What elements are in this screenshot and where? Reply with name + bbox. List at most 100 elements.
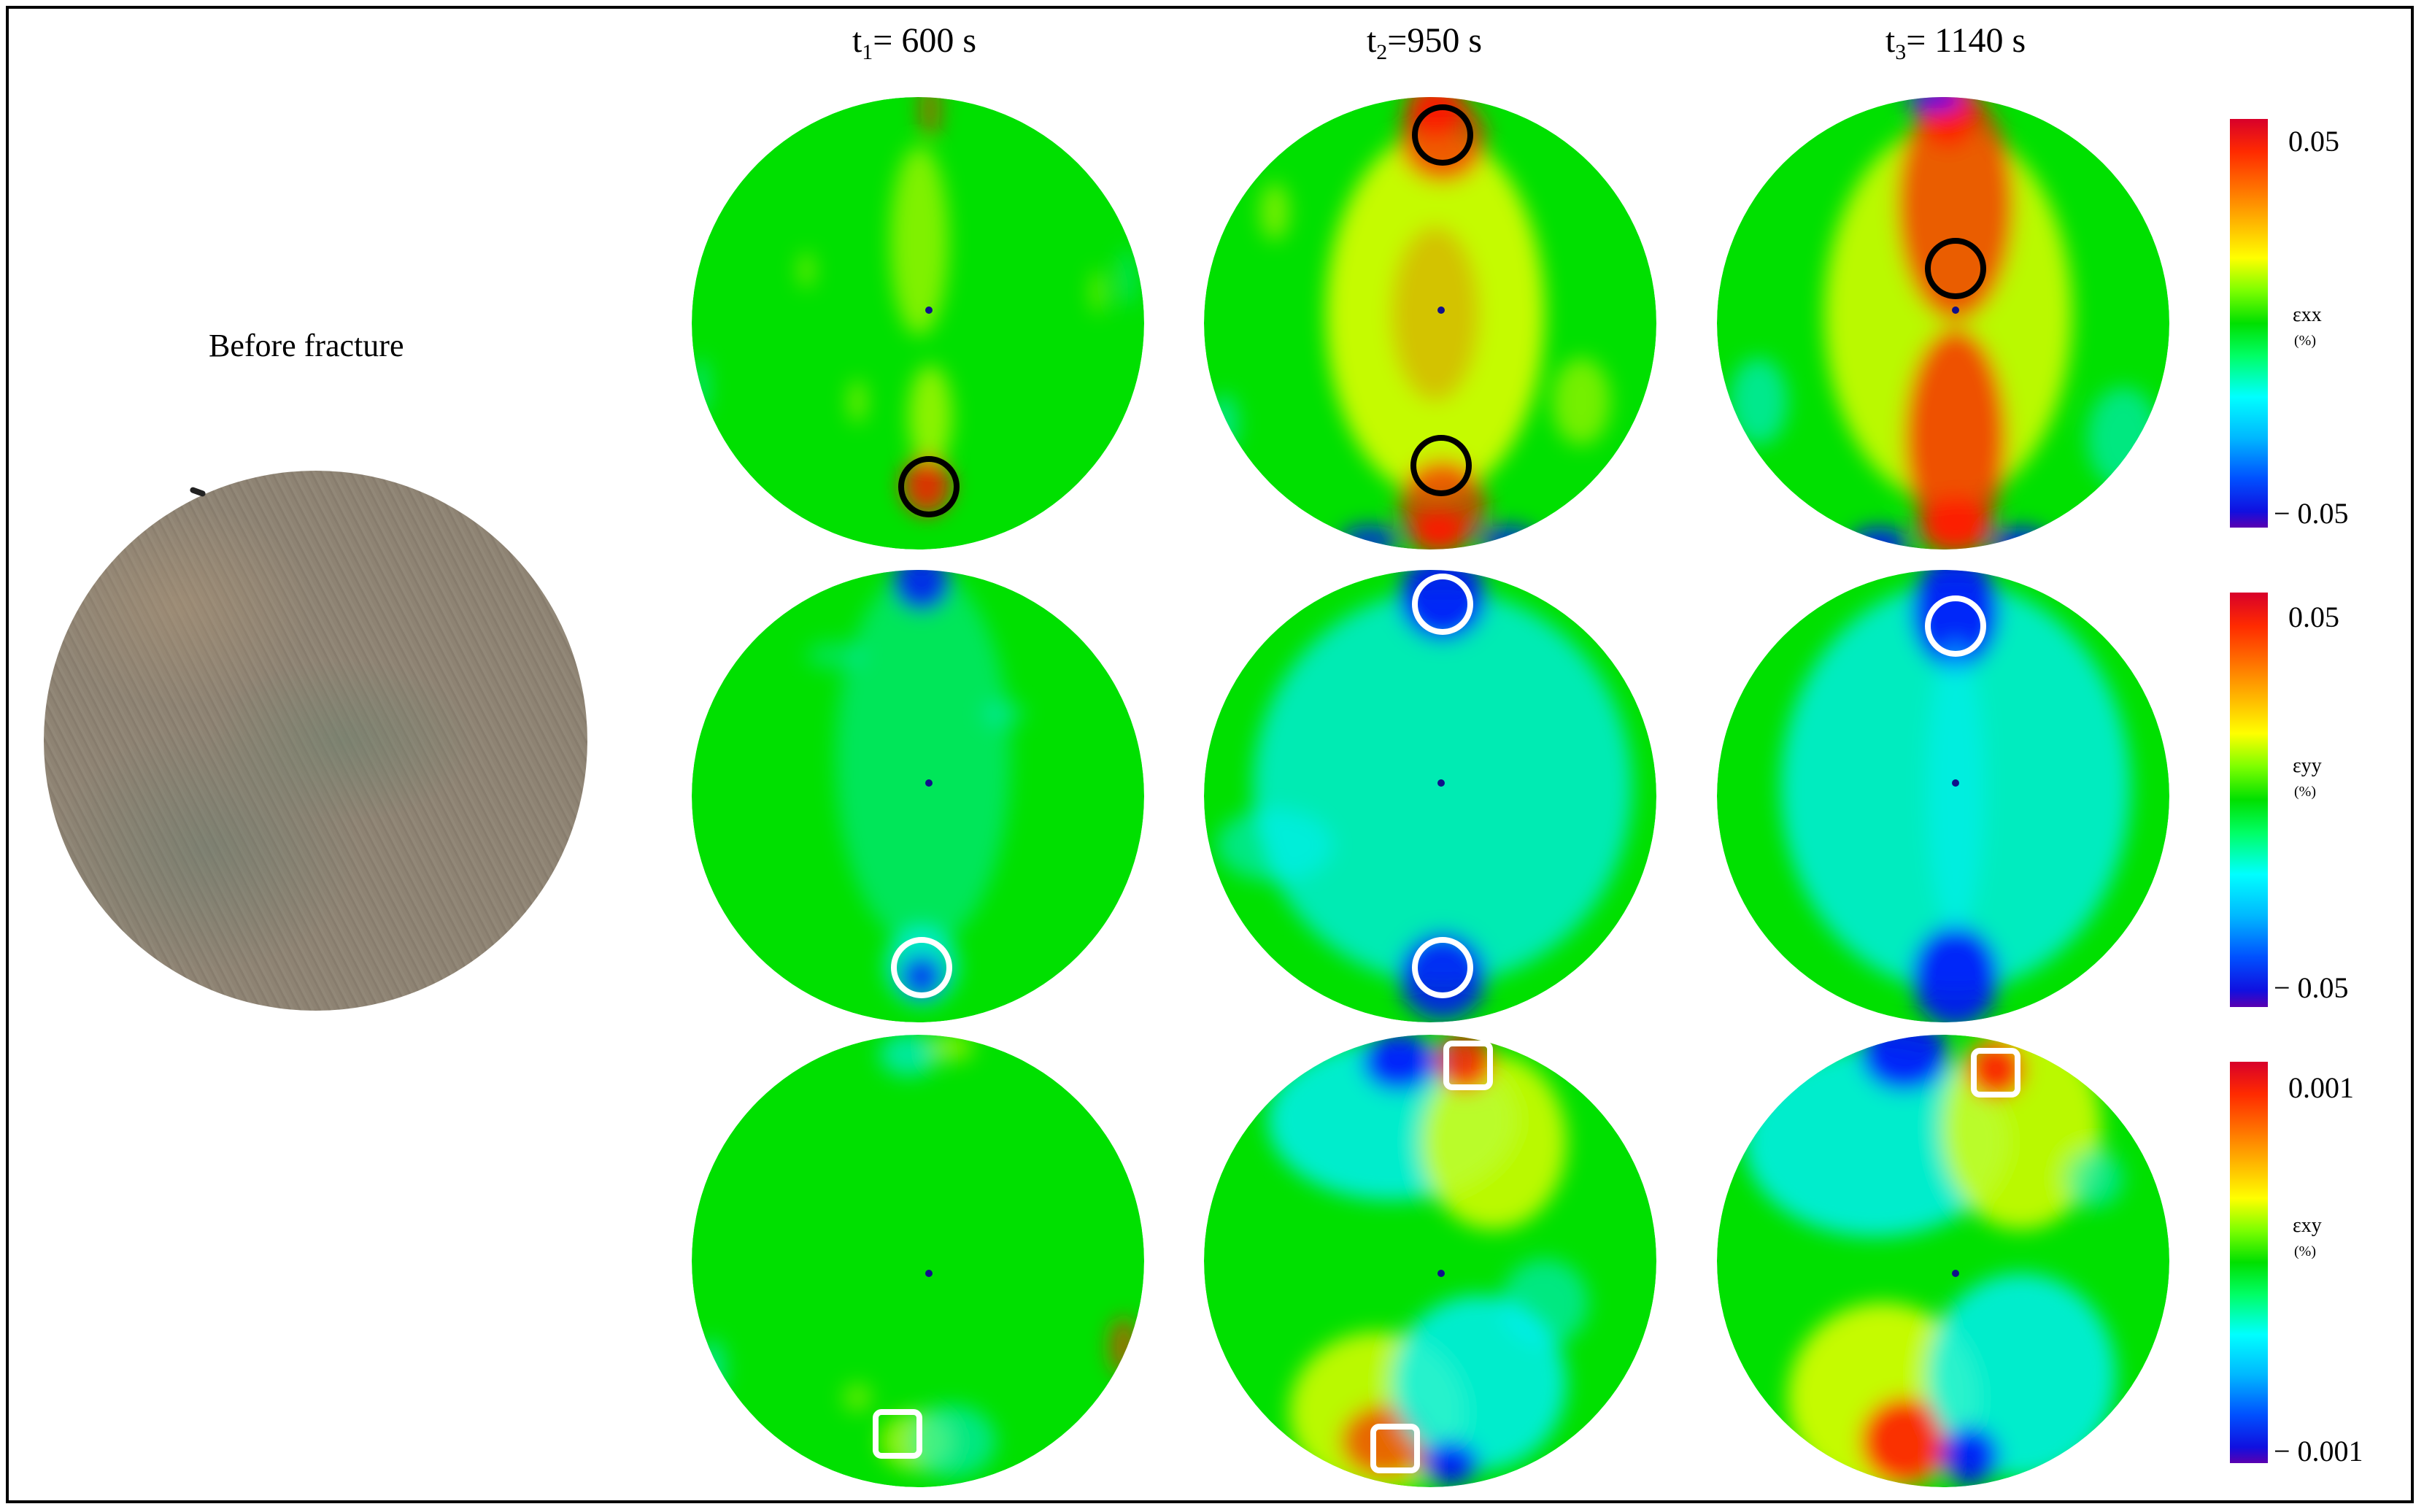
strain-blob [890,146,949,336]
strain-blob [930,1035,974,1062]
strain-blob [1912,925,1999,1022]
colorbar-exx-min: − 0.05 [2274,497,2349,530]
strain-blob [1501,1259,1589,1346]
strain-blob [920,97,941,139]
strain-field-svg [1204,97,1656,549]
colorbar-exy-unit: (%) [2294,1243,2316,1260]
strain-blob [835,570,1011,947]
strain-blob [1552,358,1610,445]
strain-blob [1216,809,1333,882]
highlight-marker [891,937,952,998]
strain-blob [902,456,952,514]
strain-blob [1392,226,1479,401]
colorbar-eyy-min: − 0.05 [2274,971,2349,1004]
figure-frame [6,6,2414,1503]
column-header-t3: t3= 1140 s [1885,21,2026,64]
colorbar-exx-symbol: εxx [2293,304,2322,326]
column-header-t1: t1= 600 s [852,21,977,64]
highlight-marker [1925,238,1986,299]
strain-blob [697,1339,726,1397]
center-dot [1437,1270,1445,1277]
strain-blob [1410,511,1468,549]
strain-blob [1260,182,1289,241]
center-dot [925,779,933,787]
strain-field-svg [692,97,1144,549]
strain-field-svg [1204,570,1656,1022]
center-dot [1437,779,1445,787]
center-dot [925,1270,933,1277]
highlight-marker [1370,1424,1420,1473]
strain-field-background [692,1035,1144,1487]
strain-blob [1919,496,1992,549]
strain-blob [1744,1047,2007,1237]
strain-blob [1362,1035,1435,1091]
colorbar-exx [2230,119,2268,528]
strain-blob [1209,394,1238,452]
colorbar-eyy-unit: (%) [2294,784,2316,800]
strain-blob [1091,270,1105,314]
highlight-marker [898,456,960,517]
colorbar-eyy-symbol: εyy [2293,755,2322,777]
strain-map-exx-t1 [690,95,1146,552]
colorbar-exy [2230,1062,2268,1463]
strain-field-svg [1717,97,2169,549]
specimen-photo [44,471,587,1011]
before-fracture-label: Before fracture [209,328,404,363]
highlight-marker [1971,1048,2020,1098]
highlight-marker [1410,435,1472,496]
strain-blob [981,699,1025,728]
strain-map-eyy-t2 [1202,568,1659,1025]
strain-blob [892,570,951,612]
colorbar-exy-symbol: εxy [2293,1214,2322,1237]
strain-blob [879,1035,938,1076]
strain-map-eyy-t1 [690,568,1146,1025]
strain-field-svg [1717,570,2169,1022]
highlight-marker [1412,937,1473,998]
colorbar-exy-min: − 0.001 [2274,1435,2363,1467]
strain-blob [1421,1054,1567,1230]
strain-blob [900,954,943,998]
highlight-marker [1925,595,1986,657]
strain-blob [849,379,866,423]
strain-map-exy-t1 [690,1033,1146,1489]
strain-blob [1253,590,1632,984]
strain-blob [693,358,708,416]
strain-blob [1120,248,1135,306]
strain-blob [2065,1149,2123,1208]
strain-blob [908,1405,996,1478]
colorbar-eyy-max: 0.05 [2288,601,2339,633]
strain-blob [1729,358,1788,445]
center-dot [925,306,933,314]
column-header-t2: t2=950 s [1366,21,1483,64]
strain-blob [1966,1040,2025,1098]
colorbar-exy-max: 0.001 [2288,1071,2354,1104]
highlight-marker [1443,1041,1493,1090]
colorbar-exx-unit: (%) [2294,333,2316,349]
strain-blob [806,641,865,670]
center-dot [1437,306,1445,314]
strain-blob [1904,328,2007,547]
strain-map-exx-t3 [1715,95,2172,552]
highlight-marker [1412,574,1473,635]
strain-blob [1399,933,1486,1020]
center-dot [1952,1270,1959,1277]
strain-field-svg [692,570,1144,1022]
strain-field-svg [1204,1035,1656,1487]
strain-map-exy-t3 [1715,1033,2172,1489]
strain-blob [2087,387,2160,489]
strain-blob [1941,1427,1999,1485]
strain-blob [1479,525,1537,549]
strain-field-svg [692,1035,1144,1487]
strain-blob [1904,97,1963,111]
highlight-marker [873,1409,922,1459]
strain-map-eyy-t3 [1715,568,2172,1025]
center-dot [1952,779,1959,787]
highlight-marker [1412,104,1473,166]
strain-blob [1340,525,1399,549]
center-dot [1952,306,1959,314]
strain-map-exy-t2 [1202,1033,1659,1489]
strain-blob [1421,1441,1479,1485]
strain-blob [1861,1397,1948,1485]
strain-blob [1109,1317,1138,1376]
strain-map-exx-t2 [1202,95,1659,552]
